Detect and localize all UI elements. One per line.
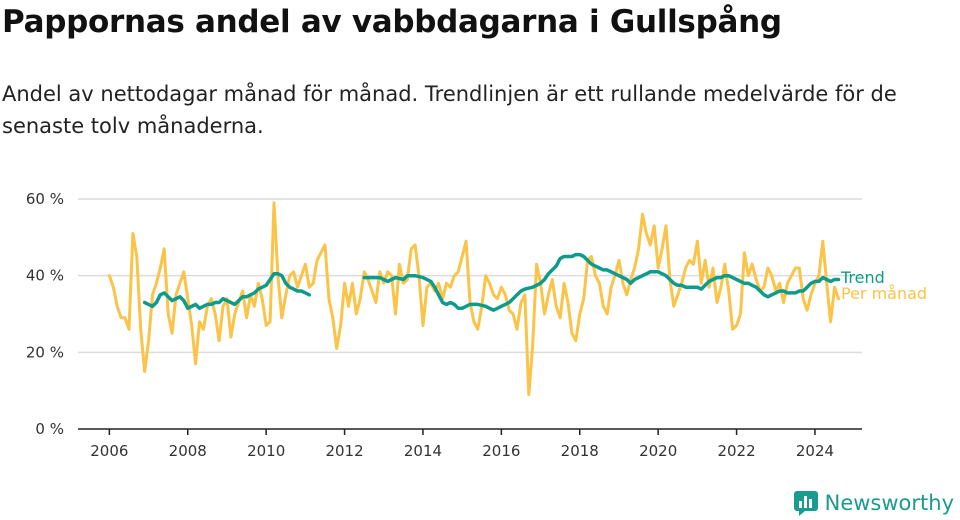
series-line-trend <box>362 252 841 312</box>
brand-name: Newsworthy <box>824 491 954 515</box>
x-tick-label: 2024 <box>796 442 834 460</box>
x-axis-ticks: 2006 2008 2010 2012 2014 2016 2018 2020 2022 2024 <box>90 429 834 460</box>
chart-title: Pappornas andel av vabbdagarna i Gullspå… <box>2 4 782 40</box>
chart-subtitle: Andel av nettodagar månad för månad. Tre… <box>2 82 897 138</box>
legend-trend: Trend <box>840 268 885 287</box>
x-tick-label: 2022 <box>717 442 755 460</box>
x-tick-label: 2020 <box>639 442 677 460</box>
newsworthy-brand[interactable]: Newsworthy <box>793 490 954 516</box>
y-tick-label: 0 % <box>35 420 64 438</box>
newsworthy-logo-icon <box>793 491 818 516</box>
series-lines <box>107 201 841 396</box>
x-tick-label: 2012 <box>325 442 363 460</box>
y-tick-label: 40 % <box>26 267 64 285</box>
x-tick-label: 2008 <box>169 442 207 460</box>
series-line-trend <box>142 272 312 311</box>
x-tick-label: 2006 <box>90 442 128 460</box>
y-tick-label: 60 % <box>26 190 64 208</box>
legend-per-manad: Per månad <box>841 284 927 303</box>
series-line-per-manad <box>107 201 840 396</box>
x-tick-label: 2014 <box>404 442 442 460</box>
y-axis-ticks: 0 % 20 % 40 % 60 % <box>26 190 64 438</box>
x-tick-label: 2018 <box>561 442 599 460</box>
y-tick-label: 20 % <box>26 343 64 361</box>
x-tick-label: 2016 <box>482 442 520 460</box>
x-tick-label: 2010 <box>247 442 285 460</box>
